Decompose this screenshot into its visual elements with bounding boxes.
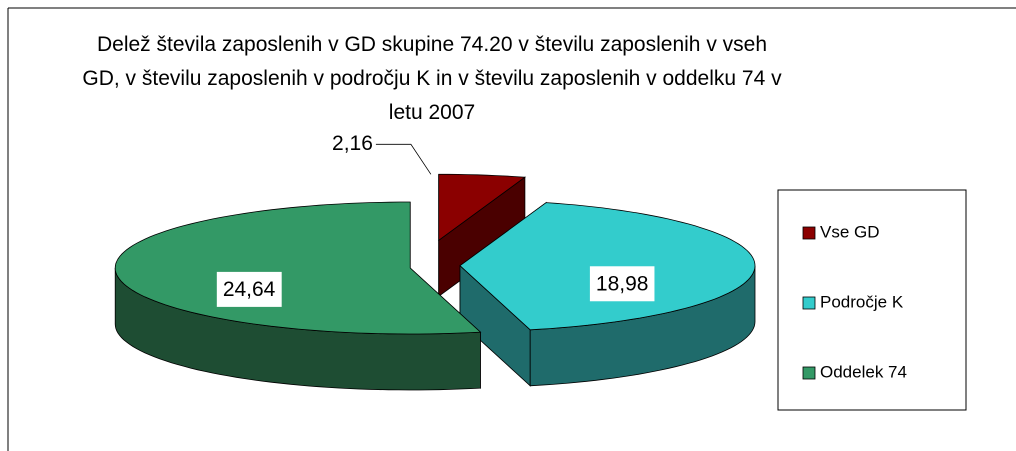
slice bbox=[438, 173, 527, 242]
data-label: 18,98 bbox=[596, 272, 649, 295]
legend-swatch bbox=[802, 226, 816, 240]
slice bbox=[114, 201, 482, 335]
legend-label: Oddelek 74 bbox=[820, 362, 907, 381]
data-label: 2,16 bbox=[332, 132, 373, 155]
slice bbox=[459, 202, 756, 331]
legend-label: Področje K bbox=[820, 292, 904, 311]
data-label-box bbox=[589, 266, 655, 302]
legend-label: Vse GD bbox=[820, 222, 880, 241]
chart-title: Delež števila zaposlenih v GD skupine 74… bbox=[82, 33, 782, 124]
data-label-box bbox=[216, 271, 282, 307]
leader-line bbox=[375, 143, 432, 175]
legend-swatch bbox=[802, 366, 816, 380]
data-label: 24,64 bbox=[223, 278, 276, 301]
legend-swatch bbox=[802, 296, 816, 310]
